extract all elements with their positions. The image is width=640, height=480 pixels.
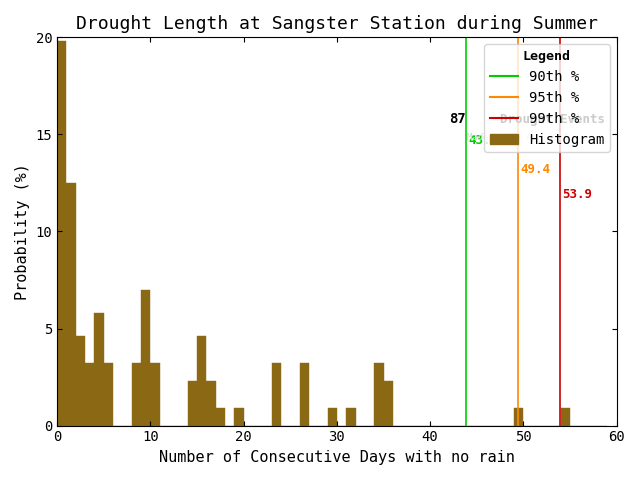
Bar — [76, 336, 85, 426]
Bar — [271, 363, 281, 426]
Bar — [346, 408, 356, 426]
Bar — [300, 363, 309, 426]
Legend: 90th %, 95th %, 99th %, Histogram: 90th %, 95th %, 99th %, Histogram — [484, 44, 610, 152]
Y-axis label: Probability (%): Probability (%) — [15, 163, 30, 300]
Bar — [85, 363, 95, 426]
X-axis label: Number of Consecutive Days with no rain: Number of Consecutive Days with no rain — [159, 450, 515, 465]
Text: 43.8: 43.8 — [468, 134, 499, 147]
Bar — [104, 363, 113, 426]
Text: 87: 87 — [449, 112, 465, 126]
Bar — [141, 290, 150, 426]
Bar — [374, 363, 383, 426]
Bar — [206, 381, 216, 426]
Bar — [150, 363, 160, 426]
Text: Made on 25 Apr 2025: Made on 25 Apr 2025 — [467, 133, 570, 142]
Bar — [561, 408, 570, 426]
Title: Drought Length at Sangster Station during Summer: Drought Length at Sangster Station durin… — [76, 15, 598, 33]
Bar — [234, 408, 244, 426]
Bar — [328, 408, 337, 426]
Bar — [197, 336, 206, 426]
Bar — [216, 408, 225, 426]
Bar — [67, 183, 76, 426]
Bar — [95, 313, 104, 426]
Bar — [383, 381, 393, 426]
Text: 53.9: 53.9 — [563, 189, 593, 202]
Bar — [132, 363, 141, 426]
Bar — [57, 41, 67, 426]
Bar — [188, 381, 197, 426]
Text: Drought Events: Drought Events — [500, 113, 605, 126]
Text: 49.4: 49.4 — [520, 163, 550, 176]
Bar — [514, 408, 524, 426]
